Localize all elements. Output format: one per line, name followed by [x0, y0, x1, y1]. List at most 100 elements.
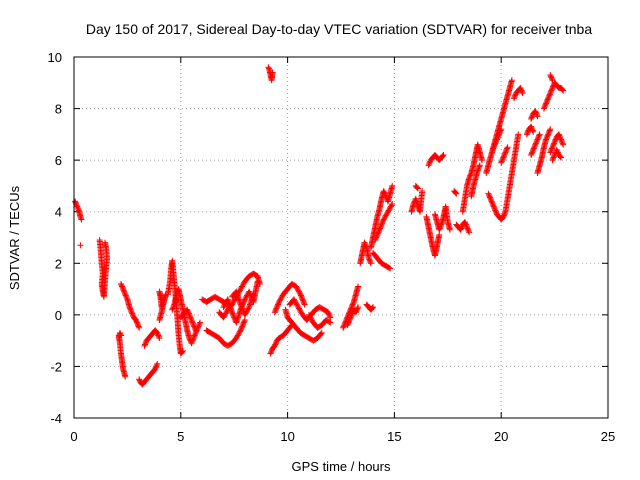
data-point	[549, 157, 556, 164]
data-point	[221, 313, 228, 320]
data-point	[354, 305, 361, 312]
data-point	[136, 376, 143, 383]
data-point	[221, 311, 228, 318]
data-point	[272, 341, 279, 348]
data-point	[383, 211, 390, 218]
data-point	[485, 190, 492, 197]
data-point	[387, 265, 394, 272]
data-point	[230, 311, 237, 318]
data-point	[490, 145, 497, 152]
data-point	[186, 311, 193, 318]
data-point	[75, 207, 82, 214]
data-point	[491, 204, 498, 211]
data-point	[77, 242, 84, 249]
data-point	[129, 310, 136, 317]
data-point	[372, 237, 379, 244]
data-point	[532, 141, 539, 148]
data-point	[265, 65, 272, 72]
data-point	[187, 315, 194, 322]
data-point	[340, 323, 347, 330]
data-point	[244, 307, 251, 314]
data-point	[229, 309, 236, 316]
data-point	[238, 304, 245, 311]
data-point	[326, 311, 333, 318]
data-point	[196, 320, 203, 327]
data-point	[492, 140, 499, 147]
data-point	[242, 310, 249, 317]
data-point	[153, 362, 160, 369]
data-point	[380, 217, 387, 224]
data-point	[496, 130, 503, 137]
data-point	[293, 300, 300, 307]
data-point	[533, 112, 540, 119]
data-point	[306, 313, 313, 320]
data-point	[374, 230, 381, 237]
data-point	[382, 212, 389, 219]
data-point	[389, 182, 396, 189]
data-point	[271, 342, 278, 349]
data-point	[436, 225, 443, 232]
data-point	[453, 190, 460, 197]
data-point	[504, 145, 511, 152]
y-tick-label: -2	[50, 359, 62, 374]
data-point	[142, 341, 149, 348]
data-point	[121, 288, 128, 295]
data-point	[519, 88, 526, 95]
data-point	[546, 128, 553, 135]
data-point	[244, 306, 251, 313]
data-point	[120, 286, 127, 293]
data-point	[188, 317, 195, 324]
data-point	[326, 313, 333, 320]
data-point	[498, 159, 505, 166]
data-point	[528, 123, 535, 130]
data-point	[501, 150, 508, 157]
data-point	[307, 314, 314, 321]
data-point	[185, 310, 192, 317]
data-point	[170, 302, 177, 309]
data-point	[457, 226, 464, 233]
data-point	[189, 318, 196, 325]
data-point	[478, 157, 485, 164]
data-point	[156, 335, 163, 342]
data-point	[308, 315, 315, 322]
data-point	[238, 302, 245, 309]
data-point	[276, 298, 283, 305]
data-point	[536, 131, 543, 138]
data-point	[437, 224, 444, 231]
data-point	[297, 292, 304, 299]
data-point	[355, 283, 362, 290]
data-point	[419, 188, 426, 195]
x-tick-label: 15	[387, 429, 401, 444]
data-point	[195, 322, 202, 329]
data-point	[376, 226, 383, 233]
data-point	[265, 64, 272, 71]
data-point	[373, 233, 380, 240]
data-point	[236, 328, 243, 335]
y-tick-label: 4	[55, 205, 62, 220]
data-point	[75, 206, 82, 213]
data-point	[490, 202, 497, 209]
y-tick-label: 2	[55, 256, 62, 271]
data-point	[77, 213, 84, 220]
data-point	[348, 311, 355, 318]
data-point	[237, 327, 244, 334]
data-point	[542, 101, 549, 108]
data-point	[501, 151, 508, 158]
data-point	[235, 331, 242, 338]
data-point	[367, 260, 374, 267]
data-point	[541, 102, 548, 109]
data-point	[134, 320, 141, 327]
data-point	[349, 301, 356, 308]
data-point	[387, 203, 394, 210]
data-point	[545, 130, 552, 137]
data-point	[277, 296, 284, 303]
data-point	[295, 288, 302, 295]
data-point	[426, 161, 433, 168]
data-point	[550, 141, 557, 148]
data-point	[295, 287, 302, 294]
data-point	[496, 131, 503, 138]
data-point	[294, 302, 301, 309]
data-point	[549, 144, 556, 151]
data-point	[241, 296, 248, 303]
data-point	[238, 326, 245, 333]
